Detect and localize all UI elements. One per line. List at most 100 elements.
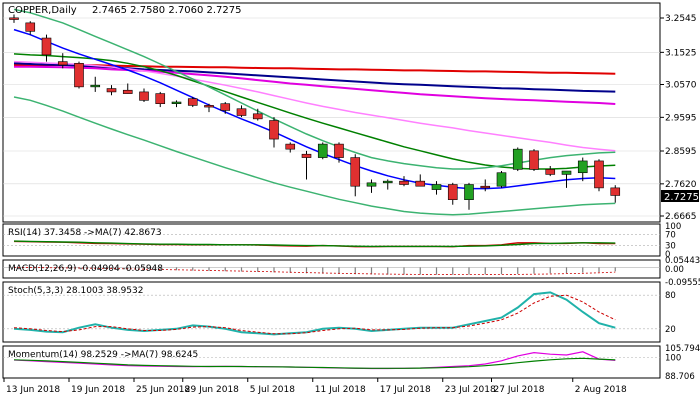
macd-panel[interactable]: MACD(12,26,9) -0.04904 -0.05948 0.054430… — [2, 256, 700, 288]
candle-body — [9, 17, 19, 20]
date-tick-label: 2 Aug 2018 — [575, 385, 627, 395]
macd-tick-label: 0.05443 — [665, 256, 700, 266]
candle — [187, 96, 198, 108]
date-tick-label: 27 Jul 2018 — [494, 385, 545, 395]
candle-body — [187, 98, 198, 106]
candle-body — [285, 143, 296, 150]
candle — [399, 176, 409, 187]
candle-body — [74, 62, 84, 88]
date-tick-label: 17 Jul 2018 — [380, 385, 431, 395]
price-tick-label: 3.0570 — [665, 81, 697, 91]
candle — [464, 182, 474, 210]
candle — [334, 142, 344, 163]
candle — [204, 103, 214, 113]
candle — [236, 105, 247, 118]
candle-body — [171, 101, 182, 104]
candle — [301, 150, 312, 180]
date-tick-label: 29 Jun 2018 — [185, 385, 239, 395]
candle-body — [431, 184, 442, 190]
candle — [610, 185, 621, 203]
candle — [350, 154, 361, 197]
candle — [155, 91, 166, 108]
moving-average-line — [13, 60, 616, 152]
rsi-tick-label: 30 — [665, 242, 676, 252]
candle — [594, 159, 604, 192]
candle-body — [25, 22, 36, 32]
stoch-axis-ticks: 80 20 — [665, 291, 676, 335]
candle-body — [447, 184, 458, 200]
momentum-line — [13, 357, 616, 369]
macd-tick-label: 0.00 — [665, 265, 684, 275]
price-tick-label: 3.2545 — [665, 14, 697, 24]
candle — [431, 181, 442, 195]
moving-average-line — [14, 65, 616, 105]
candle — [529, 149, 539, 172]
candle-body — [350, 157, 361, 187]
stoch-lines — [13, 291, 616, 336]
stoch-tick-label: 80 — [665, 291, 676, 301]
macd-signal-line — [13, 267, 616, 276]
candle-body — [269, 120, 279, 140]
date-tick-label: 5 Jul 2018 — [250, 385, 295, 395]
chart-title: COPPER,Daily — [8, 5, 77, 16]
candle-body — [236, 108, 247, 116]
candlestick-series — [9, 14, 621, 210]
momentum-panel[interactable]: Momentum(14) 98.2529 ->MA(7) 98.6245 105… — [2, 344, 700, 382]
candle-body — [106, 88, 117, 93]
price-axis-ticks: 3.2545 3.1525 3.0570 2.9595 2.8595 2.7620 2.66… — [660, 14, 697, 222]
moving-average-line — [13, 96, 616, 216]
candle — [106, 85, 117, 96]
candle — [415, 174, 426, 187]
candle — [317, 142, 328, 160]
candle-body — [334, 143, 344, 158]
stoch-label: Stoch(5,3,3) 28.1003 38.9532 — [8, 286, 143, 296]
candle — [9, 14, 19, 23]
candle-body — [301, 153, 312, 158]
candle-body — [382, 180, 393, 184]
candle-body — [366, 182, 377, 187]
candle-body — [610, 187, 621, 196]
candle-body — [220, 103, 231, 111]
candle-body — [415, 180, 426, 187]
candle — [285, 142, 296, 153]
candle — [366, 179, 377, 193]
momentum-panel-frame — [2, 345, 661, 379]
candle — [447, 182, 458, 205]
candle-body — [252, 113, 263, 120]
candle — [545, 165, 556, 177]
macd-tick-label: -0.09555 — [665, 278, 700, 288]
candle-body — [545, 169, 556, 175]
candle — [220, 102, 231, 114]
candle-body — [122, 89, 133, 94]
stoch-line — [13, 291, 616, 336]
candle — [252, 108, 263, 121]
candle-body — [577, 160, 588, 174]
stoch-panel[interactable]: Stoch(5,3,3) 28.1003 38.9532 80 20 — [2, 281, 676, 343]
momentum-lines — [13, 351, 616, 370]
rsi-tick-label: 100 — [665, 222, 681, 232]
candle-body — [399, 180, 409, 185]
candle-body — [57, 61, 68, 66]
main-price-panel[interactable]: COPPER,Daily 2.7465 2.7580 2.7060 2.7275… — [2, 2, 699, 223]
candle — [496, 171, 507, 188]
candle-body — [41, 37, 52, 56]
momentum-label: Momentum(14) 98.2529 ->MA(7) 98.6245 — [8, 350, 198, 360]
rsi-lines — [13, 240, 616, 248]
rsi-tick-label: 0 — [665, 250, 670, 260]
macd-label: MACD(12,26,9) -0.04904 -0.05948 — [8, 264, 163, 274]
date-tick-label: 11 Jul 2018 — [315, 385, 366, 395]
momentum-tick-label: 100 — [665, 353, 681, 363]
price-tick-label: 2.8595 — [665, 147, 697, 157]
macd-panel-frame — [2, 259, 661, 279]
candle-body — [317, 143, 328, 158]
candle-body — [204, 105, 214, 108]
candle-body — [155, 93, 166, 104]
candle — [480, 179, 491, 192]
candle — [171, 100, 182, 108]
price-tick-label: 2.9595 — [665, 113, 697, 123]
candle — [74, 61, 84, 89]
